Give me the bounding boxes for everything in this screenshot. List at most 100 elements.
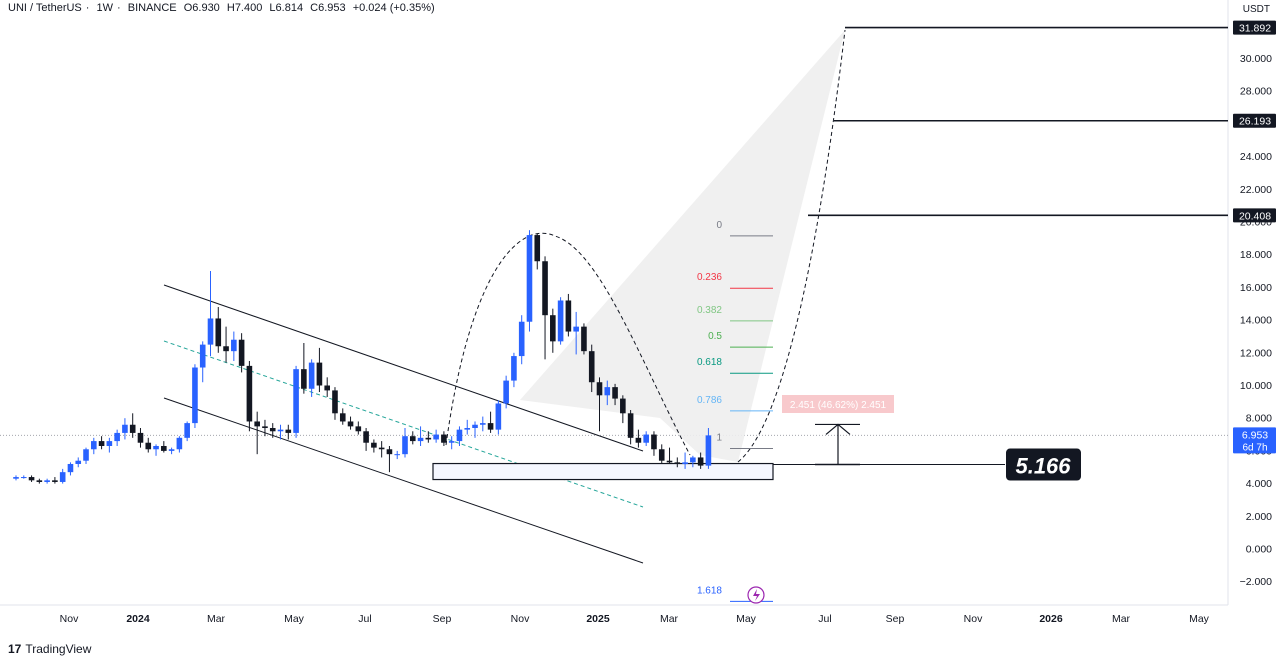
candle-body xyxy=(378,447,385,450)
candle-body xyxy=(666,460,673,463)
candle-body xyxy=(347,421,354,427)
candle-body xyxy=(433,434,439,440)
candle-body xyxy=(386,449,393,455)
fib-level-label: 1 xyxy=(716,432,722,443)
candle-body xyxy=(620,398,626,414)
y-tick-label: −2.000 xyxy=(1240,576,1273,588)
candle-body xyxy=(293,369,299,433)
candle-body xyxy=(425,437,432,440)
fib-level-label: 1.618 xyxy=(697,585,722,596)
candle-body xyxy=(518,321,525,357)
candle-body xyxy=(464,428,471,430)
x-tick-label: Nov xyxy=(511,613,530,625)
candle-body xyxy=(238,339,245,366)
target-level-tag xyxy=(1233,20,1276,35)
x-tick-label: Jul xyxy=(358,613,371,625)
interval-label[interactable]: 1W xyxy=(96,2,114,14)
candle-body xyxy=(511,356,517,381)
projection-path xyxy=(737,29,846,463)
support-label-bg xyxy=(1006,448,1081,481)
candle-body xyxy=(28,477,35,481)
candle-body xyxy=(13,477,19,479)
candle-body xyxy=(254,421,260,427)
fib-level-label: 0 xyxy=(716,220,722,231)
candle-body xyxy=(44,480,50,482)
candle-body xyxy=(690,457,696,463)
candle-body xyxy=(52,480,58,482)
candle-body xyxy=(153,445,159,450)
y-tick-label: 8.000 xyxy=(1246,413,1272,425)
candle-body xyxy=(324,385,330,391)
fib-level-label: 0.618 xyxy=(697,357,722,368)
candle-body xyxy=(168,449,175,451)
candle-body xyxy=(223,346,229,352)
candle-body xyxy=(409,436,416,442)
candle-body xyxy=(339,413,346,422)
y-tick-label: 18.000 xyxy=(1240,249,1272,261)
x-tick-label: Sep xyxy=(886,613,905,625)
x-tick-label: Jul xyxy=(818,613,831,625)
projection-shade xyxy=(520,30,845,462)
y-tick-label: 10.000 xyxy=(1240,380,1272,392)
y-tick-label: 2.000 xyxy=(1246,511,1272,523)
candle-body xyxy=(59,472,66,482)
candle-body xyxy=(371,442,377,448)
y-tick-label: 22.000 xyxy=(1240,184,1272,196)
measure-label-bg xyxy=(782,395,894,413)
candle-body xyxy=(176,437,183,450)
tradingview-logo[interactable]: 17 TradingView xyxy=(8,642,91,656)
countdown-label: 6d 7h xyxy=(1242,442,1267,453)
lightning-bolt-icon xyxy=(753,589,760,601)
candle-body xyxy=(542,261,548,316)
support-box xyxy=(432,462,774,481)
x-tick-label: 2026 xyxy=(1039,613,1063,625)
channel-lower-line xyxy=(163,397,644,564)
close-value: C6.953 xyxy=(310,2,346,14)
candle-body xyxy=(301,369,307,389)
candle-body xyxy=(588,351,595,383)
candle-body xyxy=(697,457,704,466)
x-tick-label: Mar xyxy=(1112,613,1131,625)
support-label: 5.166 xyxy=(1015,454,1071,479)
candle-body xyxy=(487,423,494,430)
candle-body xyxy=(75,460,82,464)
y-tick-label: 4.000 xyxy=(1246,478,1272,490)
candle-body xyxy=(363,431,369,443)
symbol-label[interactable]: UNI / TetherUS xyxy=(8,2,82,14)
brand-name: TradingView xyxy=(25,642,92,656)
low-value: L6.814 xyxy=(269,2,304,14)
x-tick-label: Mar xyxy=(660,613,679,625)
x-tick-label: May xyxy=(284,613,305,625)
current-price-tag xyxy=(1233,427,1276,454)
candle-body xyxy=(246,365,253,422)
fib-level-label: 0.236 xyxy=(697,272,722,283)
candle-body xyxy=(394,454,401,456)
candle-body xyxy=(145,442,152,450)
x-tick-label: Mar xyxy=(207,613,226,625)
candle-body xyxy=(67,463,74,473)
x-tick-label: May xyxy=(1189,613,1210,625)
candle-body xyxy=(277,429,284,432)
y-tick-label: 14.000 xyxy=(1240,315,1272,327)
change-value: +0.024 (+0.35%) xyxy=(352,2,435,14)
target-level-label: 26.193 xyxy=(1239,116,1271,128)
candle-body xyxy=(441,434,447,443)
x-tick-label: May xyxy=(736,613,757,625)
candle-body xyxy=(316,362,323,386)
high-value: H7.400 xyxy=(226,2,263,14)
candle-body xyxy=(106,441,113,446)
current-price-label: 6.953 xyxy=(1242,429,1268,441)
target-level-tag xyxy=(1233,113,1276,128)
candle-body xyxy=(355,426,362,432)
candle-body xyxy=(596,382,603,396)
y-tick-label: 30.000 xyxy=(1240,53,1272,65)
y-tick-label: 12.000 xyxy=(1240,347,1272,359)
candle-body xyxy=(137,432,144,443)
candle-body xyxy=(215,318,222,347)
x-tick-label: 2025 xyxy=(586,613,610,625)
candle-body xyxy=(98,441,105,446)
candle-body xyxy=(526,235,533,322)
candle-body xyxy=(495,403,502,430)
candle-body xyxy=(565,300,572,332)
